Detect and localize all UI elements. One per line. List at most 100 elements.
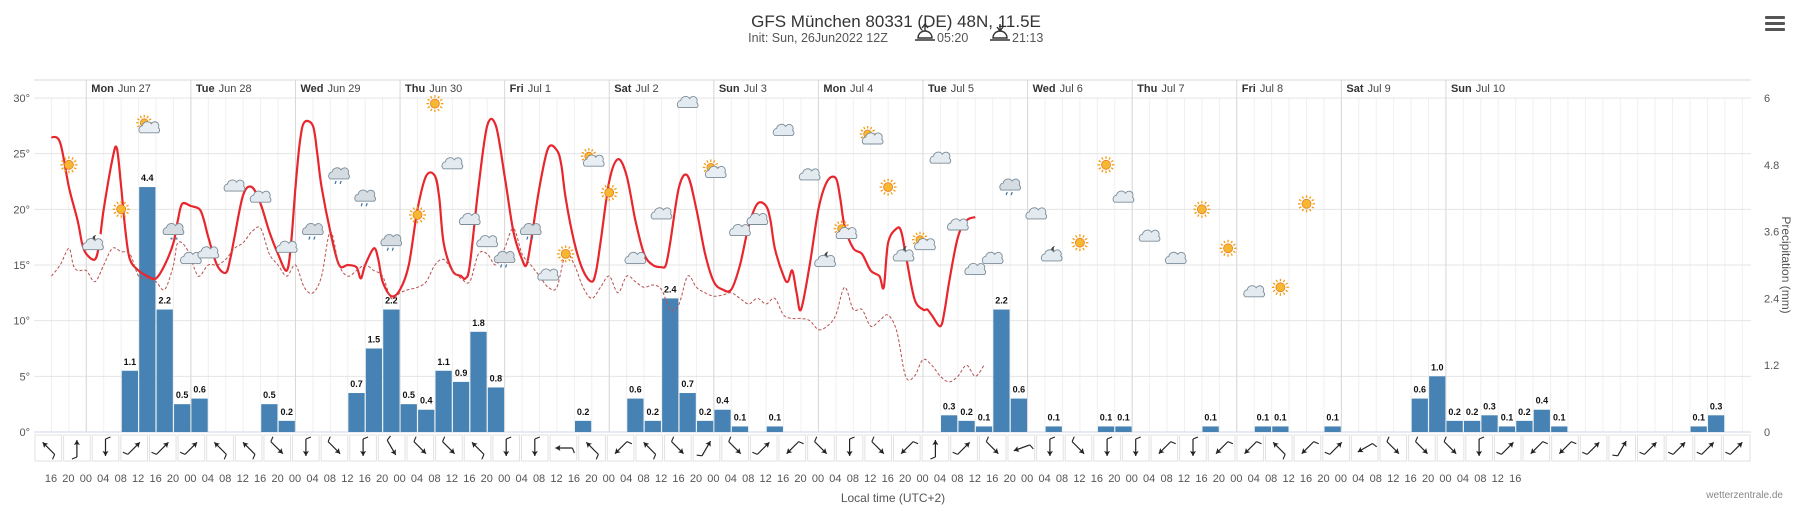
precip-label: 0.6 <box>1013 385 1026 395</box>
hour-tick: 04 <box>934 473 946 485</box>
hour-tick: 12 <box>1073 473 1085 485</box>
sunset-icon <box>990 24 1010 41</box>
hour-tick: 16 <box>1405 473 1417 485</box>
hour-tick: 00 <box>289 473 301 485</box>
precip-bar <box>261 404 278 432</box>
precip-bar <box>662 298 679 432</box>
sun-icon <box>1219 239 1237 257</box>
hour-tick: 08 <box>324 473 336 485</box>
sun-icon <box>1193 200 1211 218</box>
y-tick-left: 20° <box>13 204 30 216</box>
hour-tick: 20 <box>167 473 179 485</box>
y-tick-left: 5° <box>19 371 30 383</box>
wind-arrow-icon <box>1582 441 1600 455</box>
y-tick-left: 30° <box>13 93 30 105</box>
precip-bar <box>1324 426 1341 432</box>
hour-tick: 04 <box>1352 473 1364 485</box>
hour-tick: 20 <box>585 473 597 485</box>
wind-arrow-icon <box>122 441 141 455</box>
hour-tick: 12 <box>1387 473 1399 485</box>
rain-icon <box>519 223 542 240</box>
wind-arrow-icon <box>1132 436 1141 456</box>
precip-label: 2.2 <box>158 296 171 306</box>
wind-arrow-icon <box>846 436 855 456</box>
sun-icon <box>409 206 426 224</box>
hour-tick: 12 <box>655 473 667 485</box>
precip-bar <box>714 409 731 432</box>
precip-bar <box>487 387 505 432</box>
wind-arrow-icon <box>151 441 169 455</box>
precip-label: 0.4 <box>1536 396 1549 406</box>
y-tick-right: 2.4 <box>1764 293 1779 305</box>
day-label: Tue Jul 5 <box>928 83 974 95</box>
wind-cell <box>1265 434 1293 462</box>
hour-tick: 00 <box>80 473 92 485</box>
hour-tick: 20 <box>1422 473 1434 485</box>
precip-bar <box>1010 398 1027 432</box>
menu-icon-bar <box>1765 22 1785 25</box>
wind-arrow-icon <box>585 441 599 460</box>
precip-label: 0.2 <box>280 407 293 417</box>
hour-tick: 12 <box>864 473 876 485</box>
hour-tick: 16 <box>1300 473 1312 485</box>
sunrise-time: 05:20 <box>937 31 968 45</box>
hour-tick: 04 <box>1248 473 1260 485</box>
precip-bar <box>644 420 661 432</box>
precip-label: 0.2 <box>1518 407 1531 417</box>
precip-label: 0.5 <box>403 390 416 400</box>
hour-tick: 04 <box>1457 473 1469 485</box>
precip-label: 4.4 <box>141 173 154 183</box>
hour-tick: 16 <box>45 473 57 485</box>
wind-arrow-icon <box>1158 441 1176 455</box>
chart-header: GFS München 80331 (DE) 48N, 11.5E Init: … <box>748 12 1043 45</box>
precip-label: 0.1 <box>1257 412 1270 422</box>
init-text: Init: Sun, 26Jun2022 12Z <box>748 31 888 45</box>
hour-tick: 00 <box>394 473 406 485</box>
wind-arrow-icon <box>728 436 742 455</box>
wind-arrow-icon <box>1725 441 1743 455</box>
precip-bar <box>679 393 696 432</box>
sun-icon <box>557 245 575 263</box>
precip-bar <box>1202 426 1219 432</box>
precip-bar <box>1045 426 1062 432</box>
precip-bar <box>1272 426 1289 432</box>
precip-bar <box>1690 426 1707 432</box>
hour-tick: 12 <box>446 473 458 485</box>
precip-label: 0.1 <box>1501 412 1514 422</box>
hour-tick: 20 <box>481 473 493 485</box>
precip-label: 2.2 <box>995 296 1008 306</box>
menu-icon-bar <box>1765 16 1785 19</box>
day-label: Sun Jul 3 <box>719 83 767 95</box>
precip-label: 0.6 <box>193 385 206 395</box>
chart-menu-button[interactable] <box>1765 16 1785 32</box>
hour-tick: 16 <box>568 473 580 485</box>
hour-tick: 12 <box>1492 473 1504 485</box>
precip-bar <box>975 426 993 432</box>
wind-arrow-icon <box>1104 436 1113 456</box>
hour-tick: 08 <box>1160 473 1172 485</box>
hour-tick: 04 <box>306 473 318 485</box>
sunrise-icon <box>915 22 935 41</box>
precip-bar <box>348 393 365 432</box>
wind-cell <box>1551 434 1579 462</box>
y-tick-left: 25° <box>13 149 30 161</box>
precip-label: 1.8 <box>472 318 485 328</box>
precip-bar <box>1115 426 1132 432</box>
moon-cloud-icon <box>814 250 836 267</box>
sunset-time: 21:13 <box>1012 31 1043 45</box>
precip-label: 0.3 <box>1710 401 1723 411</box>
hour-tick: 04 <box>725 473 737 485</box>
wind-arrow-icon <box>1357 442 1378 453</box>
precip-bar <box>1254 426 1272 432</box>
cloud-icon <box>798 168 821 181</box>
wind-arrow-icon <box>1476 436 1485 456</box>
cloud-icon <box>947 218 969 231</box>
wind-arrow-icon <box>327 436 341 455</box>
wind-arrow-icon <box>1244 441 1262 455</box>
hour-tick: 16 <box>149 473 161 485</box>
wind-arrow-icon <box>1013 444 1034 452</box>
precip-label: 0.4 <box>420 396 433 406</box>
day-label: Tue Jun 28 <box>196 83 252 95</box>
precip-label: 2.4 <box>664 284 677 294</box>
hour-tick: 12 <box>341 473 353 485</box>
